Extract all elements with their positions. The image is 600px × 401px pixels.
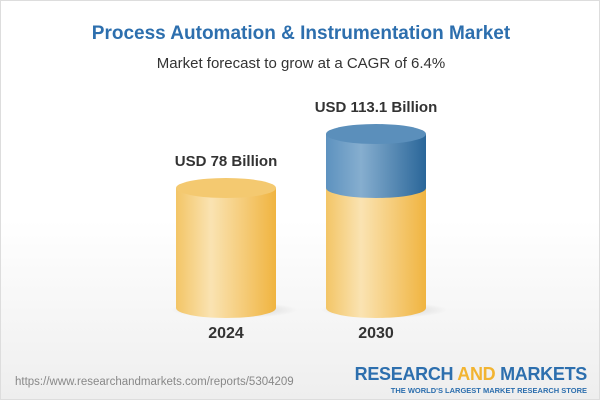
cylinder-base-body: [326, 188, 426, 318]
chart-title: Process Automation & Instrumentation Mar…: [91, 23, 511, 44]
cylinder-top: [176, 178, 276, 198]
cylinder-base-body: [176, 188, 276, 318]
research-and-markets-logo: RESEARCH AND MARKETS THE WORLD'S LARGEST…: [354, 364, 588, 395]
category-label: 2024: [208, 325, 244, 342]
data-label: USD 78 Billion: [175, 153, 278, 170]
source-url[interactable]: https://www.researchandmarkets.com/repor…: [15, 376, 294, 388]
chart-subtitle: Market forecast to grow at a CAGR of 6.4…: [156, 55, 446, 72]
cylinder-growth-body: [326, 134, 426, 198]
data-label: USD 113.1 Billion: [315, 99, 438, 116]
cylinder-top: [326, 124, 426, 144]
category-label: 2030: [358, 325, 394, 342]
